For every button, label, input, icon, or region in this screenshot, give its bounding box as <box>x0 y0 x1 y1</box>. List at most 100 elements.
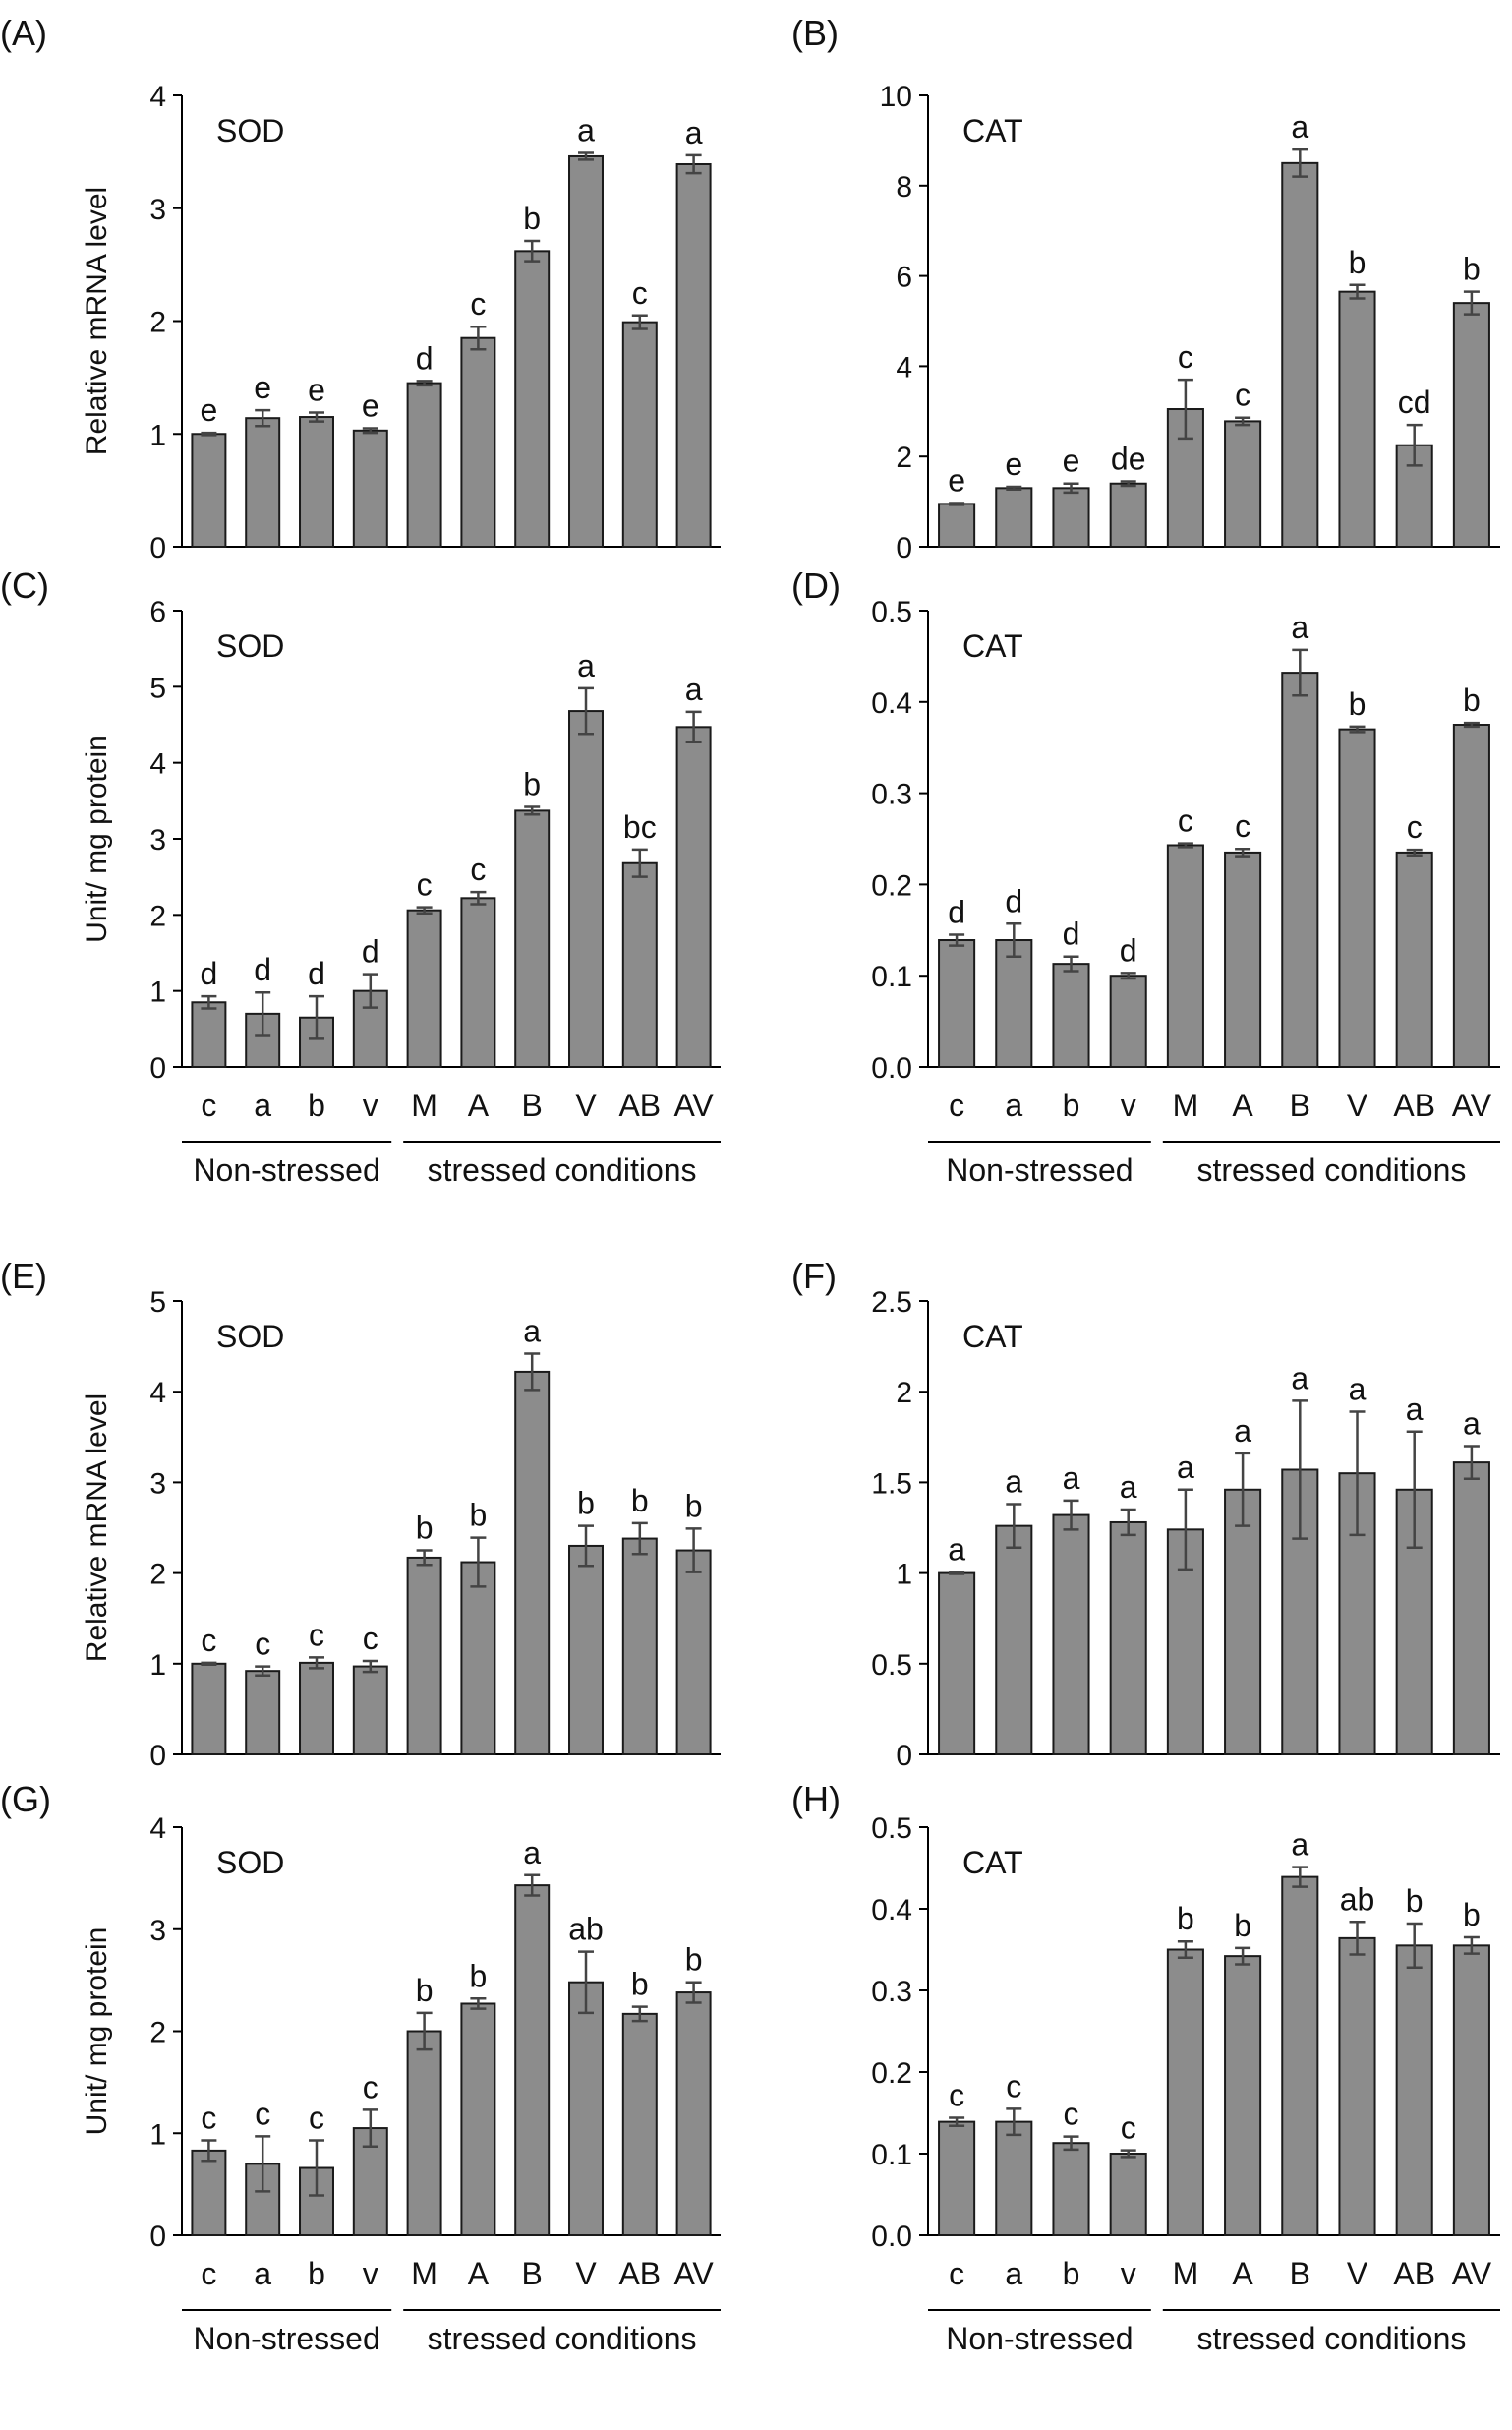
bar-c <box>191 1001 227 1068</box>
y-tick-label: 2 <box>149 900 166 932</box>
error-bar <box>1463 721 1480 729</box>
group-label-non-stressed: Non-stressed <box>193 1153 379 1188</box>
significance-letter: b <box>685 1488 703 1523</box>
y-tick-label: 0 <box>896 532 912 564</box>
chart-title: SOD <box>216 1845 284 1880</box>
significance-letter: c <box>201 2101 216 2136</box>
y-tick-label: 1 <box>149 977 166 1009</box>
bar-m <box>406 382 442 548</box>
bar-av <box>1452 724 1490 1068</box>
significance-letter: c <box>255 1627 270 1662</box>
significance-letter: c <box>255 2096 270 2131</box>
error-bar <box>1406 1922 1423 1970</box>
error-bar <box>1006 485 1022 491</box>
error-bar <box>631 2005 648 2023</box>
bar-v <box>568 1544 604 1755</box>
error-bar <box>1120 972 1136 980</box>
significance-letter: d <box>254 952 271 987</box>
error-bar <box>1463 290 1480 316</box>
panel-label-g: (G) <box>0 1779 51 1819</box>
error-bar <box>1463 1445 1480 1480</box>
y-tick-label: 0.3 <box>871 1976 912 2008</box>
group-label-non-stressed: Non-stressed <box>193 2321 379 2356</box>
error-bar <box>416 380 433 387</box>
error-bar <box>578 1950 594 2015</box>
group-label-stressed: stressed conditions <box>1196 2321 1466 2356</box>
significance-letter: a <box>1291 1360 1308 1395</box>
bar-m <box>406 1556 442 1756</box>
error-bar <box>949 1571 965 1575</box>
y-tick-label: 0.1 <box>871 2139 912 2171</box>
significance-letter: a <box>1291 1827 1308 1863</box>
significance-letter: a <box>1120 1469 1137 1505</box>
significance-letter: c <box>1121 2110 1136 2146</box>
bar-c <box>191 2149 227 2236</box>
error-bar <box>1292 1399 1308 1540</box>
error-bar <box>1463 1935 1480 1955</box>
group-label-non-stressed: Non-stressed <box>946 1153 1133 1188</box>
y-axis-label: Relative mRNA level <box>81 187 113 455</box>
y-tick-label: 0 <box>149 532 166 564</box>
error-bar <box>1406 848 1423 857</box>
significance-letter: d <box>416 340 434 376</box>
error-bar <box>470 1536 487 1588</box>
x-category-label: AB <box>618 1088 661 1123</box>
y-tick-label: 1 <box>149 2118 166 2151</box>
significance-letter: a <box>523 1313 541 1348</box>
significance-letter: b <box>1463 252 1481 287</box>
y-tick-label: 0.5 <box>871 1649 912 1682</box>
y-tick-label: 1 <box>149 1649 166 1682</box>
significance-letter: d <box>201 956 218 991</box>
significance-letter: a <box>1349 1371 1367 1406</box>
error-bar <box>416 2011 433 2051</box>
significance-letter: c <box>470 286 486 322</box>
bar-b <box>299 1661 334 1756</box>
group-label-non-stressed: Non-stressed <box>946 2321 1133 2356</box>
error-bar <box>309 994 324 1040</box>
x-category-label: v <box>1121 2256 1136 2291</box>
error-bar <box>1235 416 1251 427</box>
error-bar <box>578 151 594 161</box>
y-tick-label: 0.5 <box>871 1812 912 1845</box>
error-bar <box>362 1659 378 1674</box>
error-bar <box>1406 423 1423 467</box>
significance-letter: d <box>948 894 965 929</box>
error-bar <box>631 848 648 878</box>
bar-m <box>1166 844 1204 1068</box>
error-bar <box>1120 1508 1136 1537</box>
y-tick-label: 0.1 <box>871 961 912 993</box>
bar-b <box>1052 2142 1090 2236</box>
error-bar <box>1120 2149 1136 2159</box>
chart-title: CAT <box>962 113 1023 148</box>
significance-letter: b <box>1349 686 1367 722</box>
error-bar <box>1006 1503 1022 1550</box>
bar-v <box>568 154 604 548</box>
y-tick-label: 0.4 <box>871 1894 912 1926</box>
bar-c <box>191 1662 227 1756</box>
error-bar <box>949 933 965 947</box>
bar-b <box>1052 963 1090 1068</box>
y-tick-label: 0.4 <box>871 687 912 720</box>
bar-c <box>938 939 976 1068</box>
error-bar <box>685 1527 702 1573</box>
significance-letter: c <box>201 1623 216 1658</box>
significance-letter: b <box>1349 245 1367 280</box>
bar-av <box>1452 1461 1490 1755</box>
error-bar <box>949 2116 965 2128</box>
bar-av <box>675 162 712 548</box>
significance-letter: a <box>948 1532 965 1568</box>
bar-b <box>514 250 551 548</box>
y-tick-label: 1 <box>149 419 166 451</box>
y-tick-label: 2.5 <box>871 1286 912 1319</box>
significance-letter: d <box>362 934 379 970</box>
significance-letter: c <box>1235 378 1250 413</box>
bar-b <box>1281 161 1319 548</box>
y-tick-label: 8 <box>896 171 912 204</box>
bar-av <box>675 1549 712 1756</box>
y-tick-label: 0.0 <box>871 1052 912 1085</box>
significance-letter: c <box>363 1621 378 1656</box>
error-bar <box>524 1873 541 1897</box>
x-category-label: v <box>1121 1088 1136 1123</box>
y-tick-label: 0 <box>149 2221 166 2253</box>
significance-letter: c <box>309 2101 324 2136</box>
